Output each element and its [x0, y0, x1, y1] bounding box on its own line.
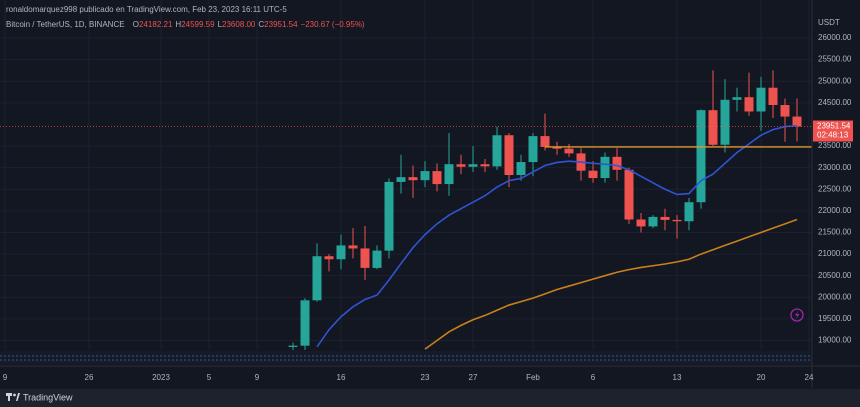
y-tick-label: 21500.00: [818, 228, 852, 237]
candle-body: [312, 256, 322, 301]
y-tick-label: 19000.00: [818, 336, 852, 345]
indicator-panel: [0, 351, 812, 364]
candle-body: [564, 148, 574, 154]
candle-body: [372, 250, 382, 268]
candle-body: [744, 97, 754, 112]
candle-body: [384, 181, 394, 251]
unit: USDT: [818, 18, 840, 27]
candle-body: [348, 245, 358, 249]
y-tick-label: 23500.00: [818, 141, 852, 150]
candle-body: [552, 146, 562, 149]
candle-body: [360, 248, 370, 268]
y-tick-label: 25000.00: [818, 76, 852, 85]
y-tick-label: 25500.00: [818, 55, 852, 64]
candle-body: [660, 216, 670, 220]
y-tick-label: 19500.00: [818, 314, 852, 323]
moving-average: [424, 218, 798, 350]
x-tick-label: 5: [207, 373, 212, 382]
moving-average: [316, 124, 798, 348]
x-tick-label: 9: [3, 373, 8, 382]
countdown: 02:48:13: [817, 131, 849, 140]
y-tick-label: 22000.00: [818, 206, 852, 215]
alert-icon[interactable]: [790, 308, 804, 322]
candle-body: [588, 170, 598, 179]
x-tick-label: 20: [757, 373, 766, 382]
candle-body: [456, 164, 466, 167]
candle-body: [420, 171, 430, 181]
candle-body: [504, 135, 514, 175]
candle-body: [444, 164, 454, 185]
candle-body: [696, 110, 706, 203]
legend: Bitcoin / TetherUS, 1D, BINANCE O24182.2…: [6, 20, 365, 29]
y-tick-label: 24500.00: [818, 98, 852, 107]
y-tick-label: 22500.00: [818, 184, 852, 193]
candle-body: [468, 164, 478, 167]
candle-body: [720, 99, 730, 145]
legend-value: 24599.59: [181, 20, 215, 29]
y-tick-label: 20000.00: [818, 292, 852, 301]
x-tick-label: 9: [255, 373, 260, 382]
legend-letter: C: [258, 20, 264, 29]
legend-letter: O: [133, 20, 139, 29]
candle-body: [792, 116, 802, 127]
candle-body: [396, 177, 406, 182]
candle-body: [528, 136, 538, 163]
x-tick-label: 6: [591, 373, 596, 382]
candle-body: [492, 135, 502, 167]
grid: [0, 0, 812, 350]
footer-brand: TradingView: [23, 392, 73, 402]
candle-body: [540, 136, 550, 147]
alert-icon-bolt[interactable]: [795, 311, 800, 319]
candle-body: [600, 156, 610, 179]
candle-body: [516, 162, 526, 175]
x-tick-label: 26: [85, 373, 94, 382]
x-tick-label: 27: [469, 373, 478, 382]
candle-body: [732, 97, 742, 100]
legend-change: −230.67 (−0.95%): [301, 20, 365, 29]
y-tick-label: 21000.00: [818, 249, 852, 258]
candle-body: [408, 177, 418, 181]
candle-body: [780, 105, 790, 117]
y-tick-label: 26000.00: [818, 33, 852, 42]
candle-body: [612, 156, 622, 170]
candle-body: [336, 245, 346, 260]
legend-value: 24182.21: [139, 20, 173, 29]
legend-letter: L: [218, 20, 223, 29]
legend-value: 23951.54: [264, 20, 298, 29]
x-tick-label: Feb: [526, 373, 540, 382]
x-tick-label: 24: [805, 373, 814, 382]
candle-body: [300, 300, 310, 346]
candle-body: [756, 87, 766, 112]
y-tick-label: 23000.00: [818, 163, 852, 172]
candle-body: [708, 110, 718, 145]
symbol-title: Bitcoin / TetherUS, 1D, BINANCE: [6, 20, 125, 29]
last-price-tag: [813, 120, 853, 142]
x-tick-label: 2023: [152, 373, 170, 382]
candle-body: [324, 256, 334, 260]
candle-body: [432, 171, 442, 185]
x-tick-label: 13: [673, 373, 682, 382]
candle-body: [684, 202, 694, 222]
candle-body: [768, 87, 778, 105]
tradingview-logo: [6, 393, 20, 401]
candle-body: [672, 219, 682, 222]
x-tick-label: 23: [421, 373, 430, 382]
candle-body: [480, 164, 490, 167]
plot-area: [0, 70, 812, 350]
last-price-label: 23951.54: [817, 122, 851, 131]
publisher: ronaldomarquez998 publicado en TradingVi…: [6, 5, 287, 14]
footer-bar: [0, 389, 860, 407]
x-tick-label: 16: [337, 373, 346, 382]
legend-letter: H: [175, 20, 181, 29]
candle-body: [648, 216, 658, 227]
candle-body: [624, 169, 634, 220]
legend-value: 23608.00: [222, 20, 256, 29]
y-tick-label: 20500.00: [818, 271, 852, 280]
candle-body: [288, 345, 298, 347]
candle-body: [636, 219, 646, 227]
